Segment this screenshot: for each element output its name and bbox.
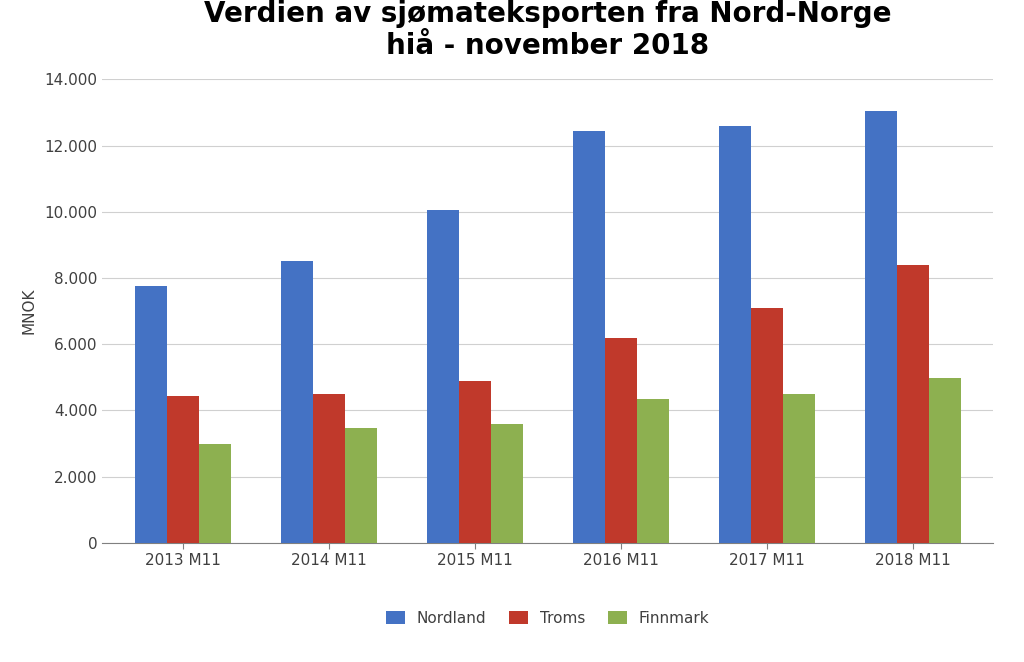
Bar (345, 428, 377, 543)
Bar (719, 126, 751, 543)
Bar (897, 265, 929, 543)
Bar (199, 444, 231, 543)
Bar (134, 286, 167, 543)
Title: Verdien av sjømateksporten fra Nord-Norge
hiå - november 2018: Verdien av sjømateksporten fra Nord-Norg… (204, 0, 892, 60)
Bar (751, 308, 783, 543)
Bar (490, 424, 523, 543)
Bar (572, 130, 605, 543)
Bar (167, 395, 199, 543)
Bar (605, 338, 637, 543)
Y-axis label: MNOK: MNOK (22, 288, 36, 334)
Bar (637, 399, 669, 543)
Bar (427, 210, 459, 543)
Bar (929, 378, 962, 543)
Bar (783, 394, 815, 543)
Legend: Nordland, Troms, Finnmark: Nordland, Troms, Finnmark (386, 611, 710, 626)
Bar (459, 381, 490, 543)
Bar (281, 261, 312, 543)
Bar (312, 394, 345, 543)
Bar (864, 111, 897, 543)
